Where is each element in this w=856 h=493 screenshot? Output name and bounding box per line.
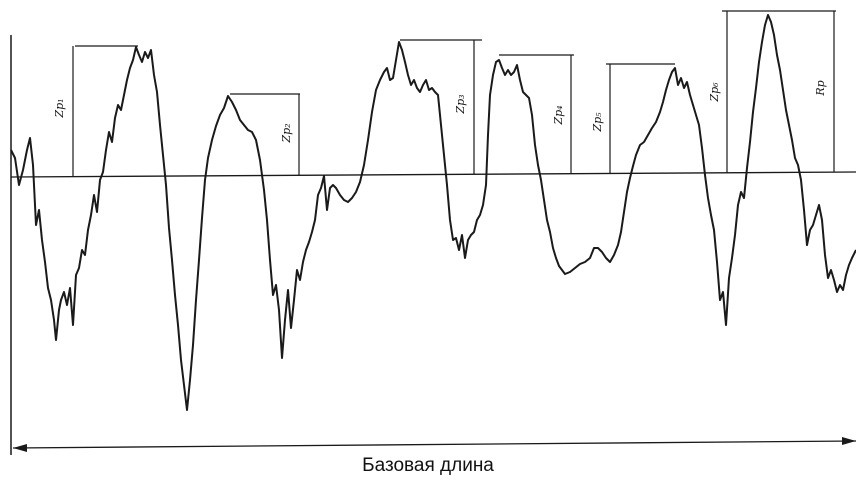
zp4-label: Zp₄ [552,105,565,125]
zp1-label: Zp₁ [53,98,66,118]
zp6-label: Zp₆ [708,82,721,103]
base-length-dimension-line [12,440,856,449]
roughness-profile-curve [10,14,856,411]
rp-label: Rp [814,80,827,96]
base-length-arrow-left [13,444,27,452]
zp5-label: Zp₅ [591,112,604,133]
zp2-label: Zp₂ [280,123,293,143]
base-length-caption: Базовая длина [362,455,494,476]
zp3-label: Zp₃ [454,94,467,114]
base-length-arrow-right [842,437,856,445]
mean-line [10,171,856,178]
